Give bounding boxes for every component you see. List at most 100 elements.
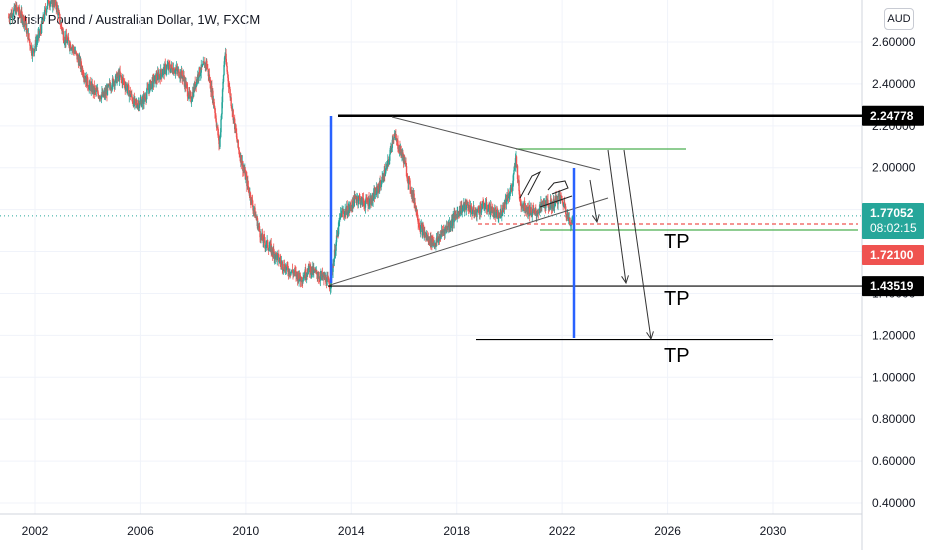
candle-body xyxy=(455,213,457,216)
candle-body xyxy=(308,263,310,267)
candle-body xyxy=(185,83,188,85)
candle-body xyxy=(75,50,77,53)
candle-body xyxy=(557,195,559,205)
candle-body xyxy=(523,200,526,211)
candle-body xyxy=(11,16,14,18)
candle-body xyxy=(226,65,228,72)
candle-body xyxy=(52,0,54,6)
candle-body xyxy=(401,154,403,157)
candle-body xyxy=(41,21,44,23)
candle-body xyxy=(71,47,73,50)
candle-body xyxy=(492,209,494,217)
candle-body xyxy=(404,160,407,164)
candle-body xyxy=(116,77,118,83)
candle-body xyxy=(230,97,232,107)
candle-body xyxy=(406,176,408,179)
candle-body xyxy=(510,187,513,190)
candle-body xyxy=(405,163,407,167)
candle-body xyxy=(11,12,13,18)
candle-body xyxy=(222,81,224,90)
candle-body xyxy=(384,169,386,176)
candle-body xyxy=(525,209,527,211)
candle-body xyxy=(164,64,166,66)
candle-body xyxy=(62,31,65,41)
candle-body xyxy=(402,152,404,157)
candle-body xyxy=(480,207,483,213)
candle-body xyxy=(26,29,28,33)
candle-body xyxy=(560,196,563,200)
candle-body xyxy=(281,261,284,270)
candle-body xyxy=(474,213,477,215)
candle-body xyxy=(381,177,383,183)
candle-body xyxy=(343,212,346,216)
candle-body xyxy=(464,204,466,210)
candle-body xyxy=(279,259,282,262)
candle-body xyxy=(461,207,463,213)
candle-body xyxy=(513,165,516,171)
candle-body xyxy=(134,99,136,104)
candle-body xyxy=(57,11,60,16)
candle-body xyxy=(280,261,283,264)
candle-body xyxy=(335,242,337,251)
candle-body xyxy=(500,210,503,216)
candle-body xyxy=(494,210,496,213)
candle-body xyxy=(165,70,167,72)
candle-body xyxy=(264,242,266,247)
candle-body xyxy=(250,197,253,204)
candle-body xyxy=(369,199,371,205)
candle-body xyxy=(268,248,270,251)
candle-body xyxy=(223,57,226,65)
candle-body xyxy=(38,32,41,36)
candle-body xyxy=(202,64,204,66)
candle-body xyxy=(136,102,138,106)
candle-body xyxy=(89,81,91,85)
currency-button[interactable]: AUD xyxy=(884,8,914,30)
candle-body xyxy=(560,195,562,197)
candle-body xyxy=(330,282,332,288)
x-tick-label: 2006 xyxy=(127,524,154,538)
candle-body xyxy=(217,127,219,136)
candle-body xyxy=(223,64,225,76)
candle-body xyxy=(191,99,193,101)
candle-body xyxy=(514,158,517,167)
candle-body xyxy=(200,64,202,73)
candle-body xyxy=(63,42,66,44)
candle-body xyxy=(447,225,449,230)
candle-body xyxy=(307,268,309,275)
candle-body xyxy=(13,9,15,16)
candle-body xyxy=(63,40,65,43)
candle-body xyxy=(477,207,480,211)
candle-body xyxy=(305,273,308,278)
candle-body xyxy=(420,225,422,233)
candle-body xyxy=(156,72,159,80)
candle-body xyxy=(158,74,160,80)
candle-body xyxy=(265,241,268,246)
candle-body xyxy=(380,182,383,185)
candle-body xyxy=(385,168,387,174)
candle-body xyxy=(374,190,376,199)
candle-body xyxy=(232,117,235,121)
candle-body xyxy=(18,7,20,13)
candle-body xyxy=(123,79,125,83)
candle-body xyxy=(300,277,303,283)
candle-body xyxy=(442,230,444,233)
candle-body xyxy=(512,173,515,181)
candle-body xyxy=(174,72,176,74)
candle-body xyxy=(338,217,341,222)
candle-body xyxy=(73,49,75,54)
candle-body xyxy=(198,77,200,79)
candle-body xyxy=(507,194,510,198)
candle-body xyxy=(207,69,210,77)
candle-body xyxy=(147,88,149,91)
candle-body xyxy=(65,34,68,40)
candle-body xyxy=(395,134,397,139)
candle-body xyxy=(510,187,512,191)
candle-body xyxy=(349,207,351,211)
candle-body xyxy=(313,268,315,274)
candle-body xyxy=(414,202,416,209)
candle-body xyxy=(553,206,556,208)
candle-body xyxy=(400,145,402,152)
candle-body xyxy=(187,96,189,98)
candle-body xyxy=(68,40,70,46)
